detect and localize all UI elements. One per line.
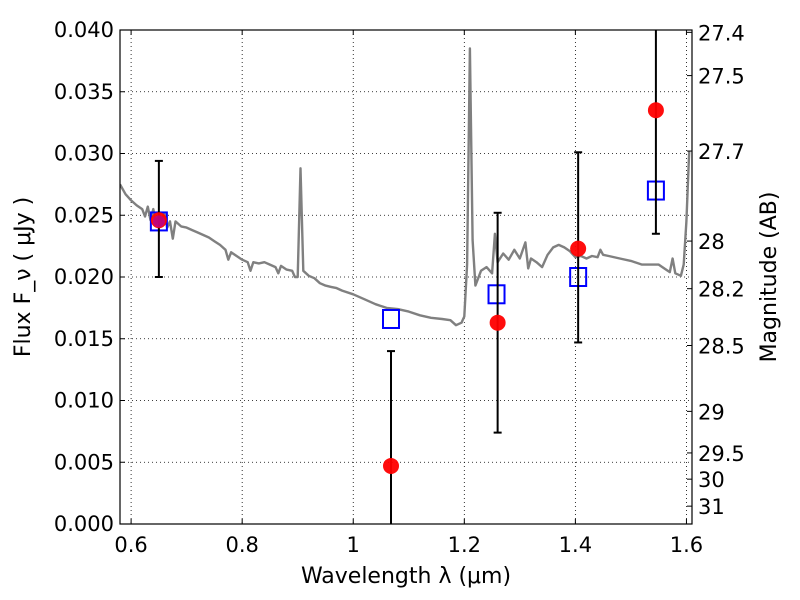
model-square-marker: [487, 284, 506, 305]
y2-tick-label: 29.5: [698, 442, 745, 466]
y2-tick-label: 28: [698, 230, 725, 254]
y-tick-label: 0.040: [54, 18, 114, 42]
y-axis-label: Flux F_ν ( μJy ): [11, 197, 36, 357]
x-tick-label: 0.8: [225, 533, 258, 557]
y2-axis-label: Magnitude (AB): [757, 192, 782, 363]
y2-tick-label: 27.5: [698, 65, 745, 89]
x-tick-label: 1.6: [670, 533, 703, 557]
plot-area: [120, 30, 691, 524]
y-tick-label: 0.035: [54, 80, 114, 104]
x-tick-label: 1.4: [559, 533, 592, 557]
observed-point: [570, 240, 587, 257]
y2-tick-label: 27.4: [698, 21, 745, 45]
axis-ticks: [120, 29, 692, 525]
y2-tick-label: 28.2: [698, 278, 745, 302]
axis-tick-labels: 0.6 0.8 1 1.2 1.4 1.6 0.000 0.005 0.010 0.015 0.02…: [54, 18, 745, 557]
observed-point: [383, 457, 400, 474]
y-tick-label: 0.010: [54, 389, 114, 413]
x-tick-label: 1.2: [448, 533, 481, 557]
y-tick-label: 0.015: [54, 327, 114, 351]
x-axis-label: Wavelength λ (μm): [301, 564, 511, 589]
y-tick-label: 0.025: [54, 203, 114, 227]
overlap-marker: [152, 215, 165, 228]
y-tick-label: 0.030: [54, 142, 114, 166]
spectrum-line: [120, 47, 691, 327]
y2-tick-label: 31: [698, 495, 725, 519]
x-tick-label: 0.6: [114, 533, 147, 557]
y2-tick-label: 30: [698, 468, 725, 492]
model-square-marker: [382, 308, 401, 329]
y-tick-label: 0.005: [54, 450, 114, 474]
x-tick-label: 1: [347, 533, 360, 557]
y2-tick-label: 29: [698, 400, 725, 424]
y2-tick-label: 28.5: [698, 334, 745, 358]
y2-tick-label: 27.7: [698, 140, 745, 164]
y-tick-label: 0.000: [54, 512, 114, 536]
observed-point: [489, 314, 506, 331]
y-tick-label: 0.020: [54, 265, 114, 289]
observed-point: [647, 102, 664, 119]
